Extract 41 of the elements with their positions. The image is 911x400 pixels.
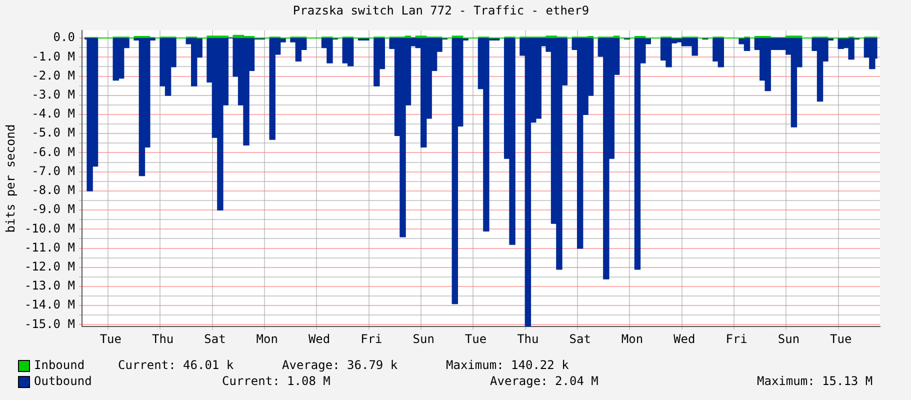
x-tick-label: Wed — [308, 332, 330, 346]
y-tick-label: -5.0 M — [32, 126, 75, 140]
legend-label: Inbound — [34, 358, 85, 372]
y-tick-label: -13.0 M — [24, 278, 75, 293]
y-tick-label: -15.0 M — [24, 316, 75, 331]
legend-label: Outbound — [34, 374, 92, 388]
y-axis-title: bits per second — [3, 124, 18, 233]
text: Average: 2.04 M — [490, 374, 598, 388]
x-tick-label: Sun — [412, 332, 434, 346]
text: Current: 1.08 M — [222, 374, 330, 388]
x-tick-label: Tue — [464, 332, 487, 346]
x-tick-label: Thu — [517, 332, 539, 346]
text: Average: 36.79 k — [282, 358, 398, 372]
x-tick-label: Fri — [360, 332, 382, 346]
y-tick-label: -3.0 M — [32, 88, 75, 102]
x-tick-label: Mon — [256, 332, 278, 346]
x-tick-label: Thu — [152, 332, 174, 346]
x-tick-label: Fri — [726, 332, 748, 346]
text: Current: 46.01 k — [118, 358, 234, 372]
y-tick-label: -11.0 M — [24, 240, 75, 254]
y-tick-label: -10.0 M — [24, 221, 75, 236]
x-tick-label: Sun — [778, 332, 800, 346]
y-tick-label: -2.0 M — [32, 68, 75, 82]
chart-title: Prazska switch Lan 772 - Traffic - ether9 — [292, 3, 590, 18]
y-tick-label: -9.0 M — [32, 202, 75, 216]
text: Maximum: 140.22 k — [446, 358, 569, 372]
x-tick-label: Sat — [569, 332, 591, 346]
y-tick-label: -12.0 M — [24, 259, 75, 274]
y-tick-label: 0.0 — [53, 30, 75, 44]
y-tick-label: -14.0 M — [24, 298, 75, 312]
x-tick-label: Wed — [674, 332, 696, 346]
x-tick-label: Tue — [100, 332, 122, 346]
y-tick-label: -6.0 M — [32, 144, 75, 159]
y-tick-label: -1.0 M — [32, 49, 75, 64]
text: Maximum: 15.13 M — [757, 374, 873, 388]
x-tick-label: Mon — [621, 332, 644, 346]
y-tick-label: -4.0 M — [32, 106, 75, 121]
y-tick-label: -8.0 M — [32, 183, 75, 198]
y-tick-label: -7.0 M — [32, 164, 75, 178]
x-tick-label: Tue — [830, 332, 852, 346]
x-tick-label: Sat — [204, 332, 226, 346]
